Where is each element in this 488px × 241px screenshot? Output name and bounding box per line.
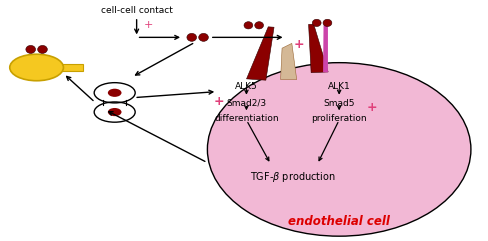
Text: +: + bbox=[213, 95, 224, 108]
Text: endothelial cell: endothelial cell bbox=[288, 215, 390, 228]
Text: proliferation: proliferation bbox=[311, 114, 367, 123]
Ellipse shape bbox=[26, 46, 36, 53]
Bar bbox=[34, 64, 83, 71]
Ellipse shape bbox=[207, 63, 471, 236]
Ellipse shape bbox=[312, 19, 321, 27]
Text: +: + bbox=[144, 20, 153, 30]
Polygon shape bbox=[308, 24, 328, 73]
Ellipse shape bbox=[255, 22, 264, 29]
Text: ALK1: ALK1 bbox=[328, 82, 350, 91]
Ellipse shape bbox=[244, 22, 253, 29]
Polygon shape bbox=[323, 25, 328, 72]
Ellipse shape bbox=[187, 33, 197, 41]
Polygon shape bbox=[281, 43, 297, 80]
Text: ALK5: ALK5 bbox=[235, 82, 258, 91]
Text: Smad2/3: Smad2/3 bbox=[226, 99, 266, 108]
Ellipse shape bbox=[108, 89, 122, 97]
Ellipse shape bbox=[108, 108, 122, 116]
Text: Smad5: Smad5 bbox=[324, 99, 355, 108]
Text: +: + bbox=[293, 38, 304, 51]
Circle shape bbox=[10, 54, 63, 81]
Text: cell-cell contact: cell-cell contact bbox=[101, 6, 173, 15]
Polygon shape bbox=[246, 27, 274, 80]
Text: differentiation: differentiation bbox=[214, 114, 279, 123]
Text: TGF-$\beta$ production: TGF-$\beta$ production bbox=[250, 170, 336, 184]
Ellipse shape bbox=[323, 19, 332, 27]
Text: +: + bbox=[366, 101, 377, 114]
Ellipse shape bbox=[38, 46, 47, 53]
Ellipse shape bbox=[199, 33, 208, 41]
